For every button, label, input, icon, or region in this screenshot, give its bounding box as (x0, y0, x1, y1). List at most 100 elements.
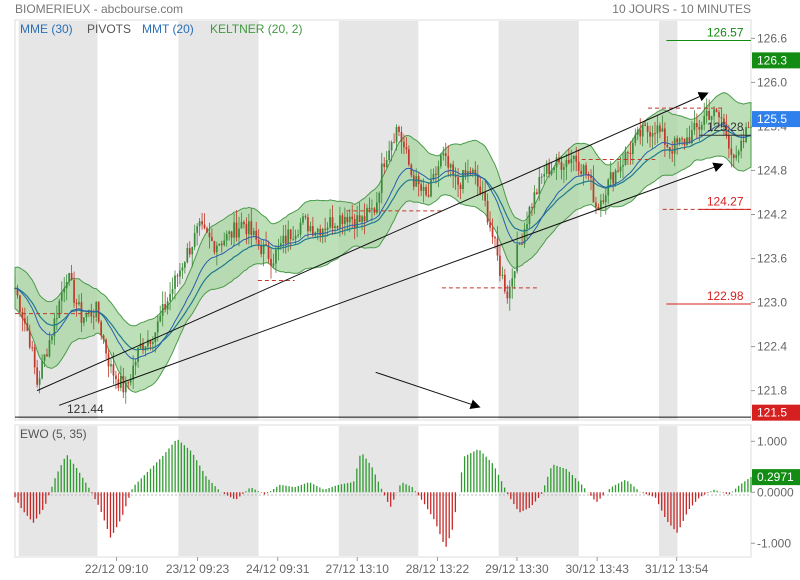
candle-body (457, 177, 459, 185)
price-badge-label-0: 126.3 (757, 53, 787, 67)
y-tick-label: 124.8 (757, 163, 787, 177)
candle-body (137, 347, 139, 362)
candle-body (582, 165, 585, 175)
candle-body (41, 360, 43, 379)
candle-body (302, 216, 304, 223)
candle-body (641, 124, 644, 137)
candle-body (543, 174, 546, 177)
candle-body (257, 239, 260, 246)
candle-body (403, 141, 405, 148)
candle-body (272, 263, 275, 266)
candle-body (110, 364, 112, 367)
candle-body (646, 125, 649, 132)
candle-body (211, 237, 213, 242)
price-badge-0 (752, 52, 800, 69)
candle-body (528, 206, 531, 225)
candle-body (750, 126, 752, 128)
candle-body (609, 172, 612, 180)
candle-body (339, 215, 341, 229)
candle-body (225, 233, 228, 241)
legend: MME (30) PIVOTS MMT (20) KELTNER (20, 2) (20, 22, 302, 36)
candle-body (592, 178, 595, 203)
candle-body (459, 184, 462, 190)
candle-body (676, 138, 679, 143)
candle-body (132, 365, 135, 380)
candle-body (19, 295, 21, 313)
candle-body (673, 138, 676, 154)
candle-body (267, 244, 270, 259)
candle-body (420, 184, 423, 191)
candle-body (297, 234, 299, 236)
candle-body (245, 224, 248, 235)
candle-body (265, 244, 267, 246)
candle-body (243, 221, 245, 225)
candle-body (425, 187, 427, 195)
annotation-label-4: 122.98 (707, 289, 744, 303)
candle-body (279, 243, 282, 247)
candle-body (550, 169, 553, 175)
y-tick-label: 126.6 (757, 31, 787, 45)
candle-body (188, 248, 191, 255)
candle-body (634, 134, 637, 144)
candle-body (60, 292, 63, 301)
candle-body (235, 222, 238, 238)
y-tick-label: 122.4 (757, 340, 787, 354)
candle-body (147, 339, 149, 347)
candle-body (21, 312, 24, 319)
candle-body (252, 230, 255, 235)
candle-body (506, 291, 509, 299)
candle-body (577, 161, 580, 171)
candle-body (476, 175, 479, 187)
y-tick-label: 123.6 (757, 252, 787, 266)
candle-body (343, 216, 346, 224)
candle-body (649, 131, 651, 137)
candle-body (63, 288, 66, 293)
candle-body (469, 171, 472, 174)
trendline-0 (36, 92, 709, 392)
candle-body (334, 226, 336, 228)
candle-body (703, 115, 706, 125)
candle-body (663, 128, 666, 145)
candle-body (46, 354, 48, 357)
candle-body (262, 244, 265, 254)
candle-body (454, 175, 457, 178)
candle-body (575, 155, 578, 162)
candle-body (68, 273, 71, 282)
keltner-area (14, 92, 752, 393)
candle-body (164, 303, 167, 310)
candle-body (499, 255, 501, 276)
candle-body (614, 170, 617, 184)
candle-body (196, 226, 199, 233)
candle-body (464, 170, 467, 176)
candle-body (23, 318, 26, 324)
candle-body (585, 165, 587, 175)
candle-body (617, 170, 619, 172)
annotation-label-3: 124.27 (707, 194, 744, 208)
candle-body (119, 376, 122, 388)
candle-body (238, 228, 240, 238)
candle-body (695, 123, 698, 128)
candle-body (503, 274, 506, 292)
candle-body (720, 117, 723, 119)
candle-body (346, 216, 349, 223)
candle-body (705, 110, 708, 116)
candle-body (142, 343, 144, 351)
candle-body (560, 162, 563, 170)
candle-body (368, 207, 371, 210)
candle-body (223, 240, 226, 246)
candle-body (715, 109, 718, 113)
candle-body (156, 321, 159, 333)
candle-body (494, 236, 496, 239)
period-label: 10 JOURS - 10 MINUTES (612, 2, 751, 16)
candle-body (53, 318, 56, 337)
candle-body (407, 149, 410, 165)
candle-body (307, 217, 309, 232)
candle-body (255, 230, 258, 240)
candle-body (511, 278, 514, 287)
candle-body (208, 232, 211, 238)
candle-body (531, 206, 533, 208)
candle-body (73, 279, 75, 303)
candle-body (230, 231, 233, 238)
candle-body (735, 155, 738, 158)
candle-body (292, 239, 295, 241)
